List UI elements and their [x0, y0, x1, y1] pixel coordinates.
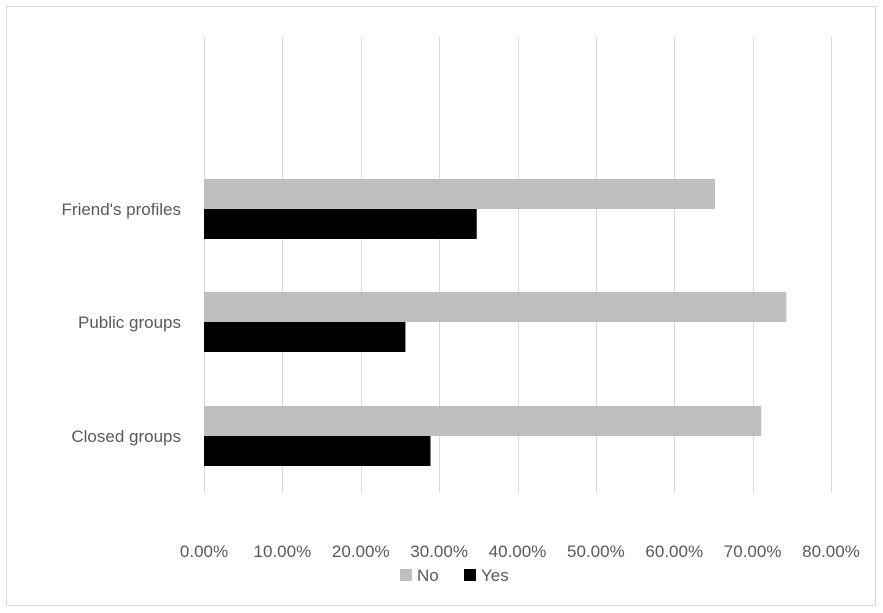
x-tick-label-8: 80.00%: [802, 542, 860, 561]
bar-no-0: [204, 179, 716, 209]
x-tick-label-3: 30.00%: [410, 542, 468, 561]
category-label-2: Closed groups: [71, 427, 181, 446]
x-tick-label-1: 10.00%: [254, 542, 312, 561]
bar-yes-1: [204, 322, 406, 352]
category-label-0: Friend's profiles: [62, 200, 181, 219]
legend-label-yes: Yes: [481, 566, 509, 585]
x-tick-label-6: 60.00%: [645, 542, 703, 561]
x-tick-label-2: 20.00%: [332, 542, 390, 561]
x-tick-label-4: 40.00%: [489, 542, 547, 561]
x-tick-label-5: 50.00%: [567, 542, 625, 561]
legend-label-no: No: [417, 566, 439, 585]
x-tick-label-0: 0.00%: [180, 542, 228, 561]
category-label-1: Public groups: [78, 313, 181, 332]
legend-swatch-no: [400, 569, 412, 581]
bar-no-2: [204, 406, 762, 436]
x-tick-labels: 0.00% 10.00% 20.00% 30.00% 40.00% 50.00% 60.00…: [180, 542, 860, 561]
category-labels: Friend's profiles Public groups Closed gro…: [62, 200, 181, 446]
bar-yes-2: [204, 436, 431, 466]
x-tick-label-7: 70.00%: [724, 542, 782, 561]
bar-yes-0: [204, 209, 477, 239]
legend: No Yes: [400, 566, 509, 585]
legend-swatch-yes: [464, 569, 476, 581]
bar-no-1: [204, 292, 787, 322]
bars: [204, 179, 787, 466]
